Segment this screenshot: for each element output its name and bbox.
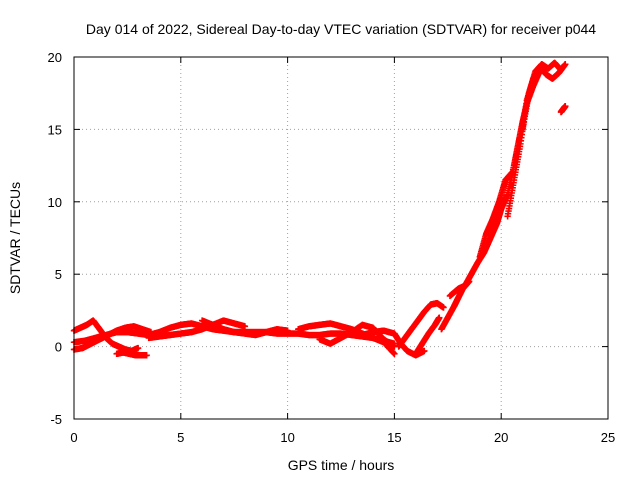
series-track-9 xyxy=(359,327,428,359)
x-tick-label: 10 xyxy=(280,430,294,445)
y-tick-label: 20 xyxy=(48,50,62,65)
series-track-17 xyxy=(557,103,569,116)
x-tick-label: 15 xyxy=(387,430,401,445)
series-track-14 xyxy=(476,169,516,261)
series-track-4 xyxy=(113,349,150,359)
series-track-11 xyxy=(412,314,443,358)
tick-labels: 0 5 10 15 20 25 -5 0 5 10 15 20 xyxy=(48,50,616,445)
series-track-6 xyxy=(198,317,291,339)
series-track-10 xyxy=(395,299,447,350)
x-tick-label: 20 xyxy=(494,430,508,445)
data-points xyxy=(70,59,569,359)
y-axis-label: SDTVAR / TECUs xyxy=(7,182,23,294)
data-point xyxy=(391,350,398,358)
data-point xyxy=(557,66,565,74)
data-point xyxy=(284,327,291,334)
series-track-16 xyxy=(519,59,565,133)
y-tick-label: 10 xyxy=(48,195,62,210)
chart-title: Day 014 of 2022, Sidereal Day-to-day VTE… xyxy=(86,21,596,37)
series-track-5 xyxy=(145,317,249,342)
series-track-3 xyxy=(70,323,155,353)
x-tick-label: 0 xyxy=(70,430,77,445)
x-tick-label: 25 xyxy=(601,430,615,445)
data-point xyxy=(440,304,447,311)
data-point xyxy=(134,344,142,352)
x-tick-label: 5 xyxy=(177,430,184,445)
y-tick-label: -5 xyxy=(50,412,62,427)
series-track-8 xyxy=(316,321,398,350)
data-point xyxy=(436,314,443,321)
plot-frame xyxy=(73,56,609,420)
y-tick-label: 0 xyxy=(55,340,62,355)
data-point xyxy=(562,103,569,110)
data-point xyxy=(143,352,150,359)
data-point xyxy=(147,328,155,336)
data-point xyxy=(562,61,569,68)
y-tick-label: 15 xyxy=(48,122,62,137)
y-tick-label: 5 xyxy=(55,267,62,282)
data-point xyxy=(241,323,249,330)
data-point xyxy=(421,347,428,355)
x-axis-label: GPS time / hours xyxy=(288,457,395,473)
